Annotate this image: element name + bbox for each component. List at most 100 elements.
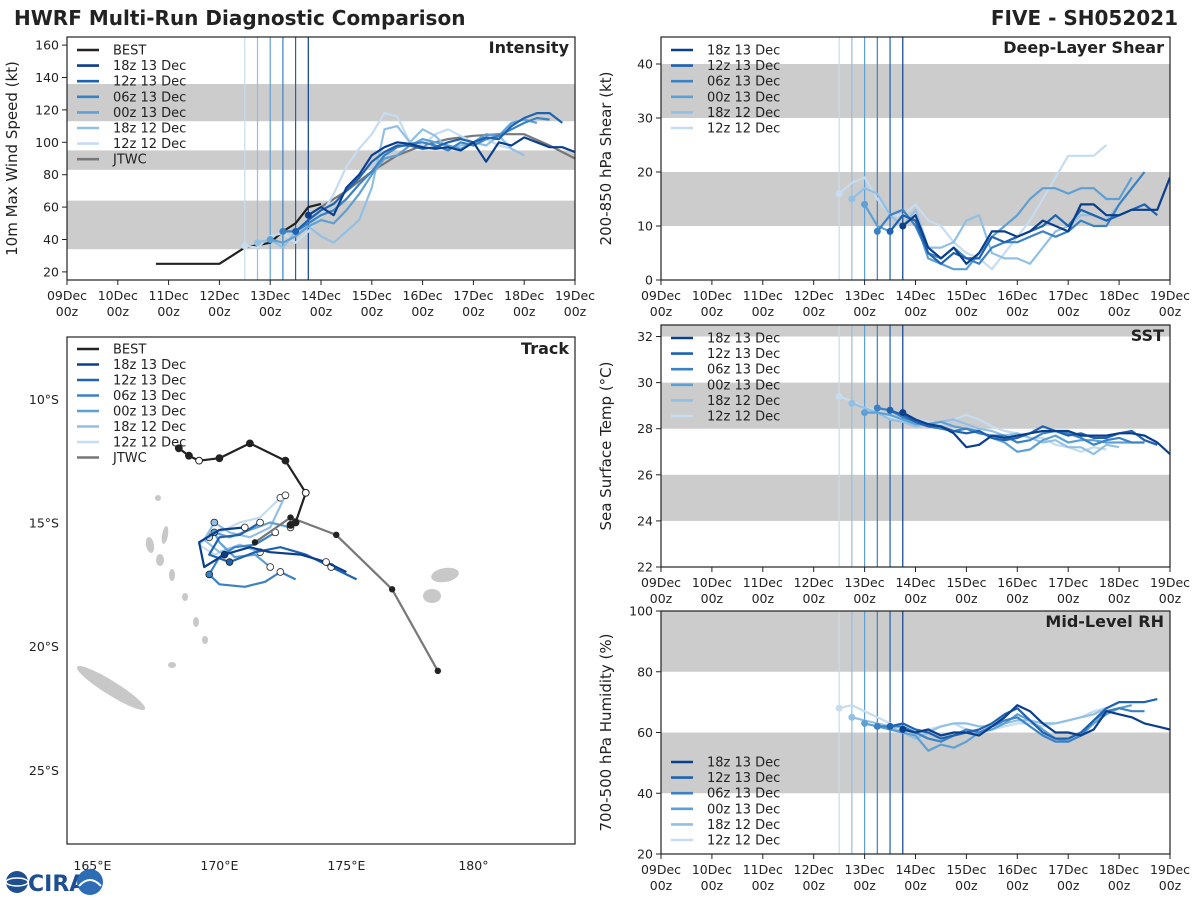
track-point-4 — [281, 491, 290, 500]
sst-xtick-day: 18Dec — [1099, 575, 1139, 590]
track-best-point — [281, 456, 290, 465]
rh-xtick-hour: 00z — [904, 878, 927, 893]
intensity-series-3 — [269, 118, 538, 244]
rh-legend-label: 06z 13 Dec — [707, 787, 780, 802]
rh-legend-label: 18z 12 Dec — [707, 818, 780, 833]
rh-init-point-3 — [861, 719, 869, 727]
rh-init-point-2 — [873, 722, 881, 730]
intensity-xtick-hour: 00z — [411, 304, 434, 319]
track-point-1 — [256, 518, 264, 527]
track-best-point — [215, 454, 224, 463]
track-legend-label: 12z 13 Dec — [113, 374, 186, 389]
rh-series-1 — [889, 698, 1158, 740]
land-vanuatu-6 — [193, 617, 199, 627]
intensity-xtick-hour: 00z — [361, 304, 384, 319]
shear-legend-label: 00z 13 Dec — [707, 90, 780, 105]
intensity-legend-label: 00z 13 Dec — [113, 106, 186, 121]
track-xtick-label: 170°E — [200, 858, 238, 873]
sst-ytick-label: 28 — [637, 421, 653, 436]
sst-legend-label: 18z 12 Dec — [707, 394, 780, 409]
intensity-init-point-5 — [241, 242, 249, 250]
track-point-2 — [276, 568, 285, 576]
cira-logo: CIRA — [5, 869, 103, 897]
rh-xtick-day: 15Dec — [946, 862, 986, 877]
rh-panel: 2040608010009Dec00z10Dec00z11Dec00z12Dec… — [597, 604, 1190, 894]
sst-panel-title: SST — [1131, 326, 1164, 345]
shear-xtick-day: 16Dec — [997, 288, 1037, 303]
intensity-xtick-day: 17Dec — [453, 288, 493, 303]
intensity-legend-label: 12z 12 Dec — [113, 137, 186, 152]
land-vanuatu-3 — [156, 554, 164, 566]
shear-ytick-label: 0 — [645, 273, 653, 288]
intensity-xtick-hour: 00z — [513, 304, 536, 319]
intensity-init-point-0 — [304, 211, 312, 219]
sst-legend-label: 00z 13 Dec — [707, 378, 780, 393]
sst-ylabel: Sea Surface Temp (°C) — [597, 361, 615, 530]
shear-series-4 — [851, 187, 1120, 265]
intensity-xtick-day: 19Dec — [555, 288, 595, 303]
shear-series-0 — [902, 176, 1170, 265]
rh-ytick-label: 40 — [637, 786, 653, 801]
shear-legend-label: 12z 13 Dec — [707, 59, 780, 74]
sst-xtick-day: 11Dec — [743, 575, 783, 590]
storm-id: FIVE - SH052021 — [991, 6, 1178, 30]
sst-legend-label: 06z 13 Dec — [707, 363, 780, 378]
shear-legend-label: 06z 13 Dec — [707, 75, 780, 90]
sst-xtick-day: 13Dec — [845, 575, 885, 590]
sst-legend-label: 12z 12 Dec — [707, 410, 780, 425]
shear-xtick-day: 14Dec — [895, 288, 935, 303]
track-xtick-label: 175°E — [327, 858, 365, 873]
land-fiji-north — [431, 567, 459, 583]
sst-ytick-label: 22 — [637, 560, 653, 575]
sst-xtick-day: 15Dec — [946, 575, 986, 590]
track-legend-label: 00z 13 Dec — [113, 405, 186, 420]
land-loyalty — [168, 662, 176, 668]
shear-init-point-1 — [886, 227, 894, 235]
intensity-jtwc-line — [320, 133, 575, 209]
intensity-band-0 — [67, 200, 575, 250]
track-jtwc-point — [388, 586, 396, 593]
track-point-0 — [241, 523, 249, 532]
land-vanuatu-2 — [145, 537, 155, 553]
track-ytick-label: 20°S — [29, 639, 59, 654]
sst-xtick-day: 17Dec — [1048, 575, 1088, 590]
shear-init-point-5 — [835, 190, 843, 198]
intensity-xtick-hour: 00z — [564, 304, 587, 319]
sst-series-0 — [902, 411, 1170, 455]
rh-xtick-day: 09Dec — [641, 862, 681, 877]
sst-xtick-hour: 00z — [904, 591, 927, 606]
track-point-4 — [210, 518, 219, 527]
sst-xtick-hour: 00z — [1108, 591, 1131, 606]
rh-xtick-day: 14Dec — [895, 862, 935, 877]
sst-legend-label: 12z 13 Dec — [707, 347, 780, 362]
cira-globe-icon — [6, 871, 28, 893]
shear-xtick-hour: 00z — [955, 304, 978, 319]
cira-emblem-icon — [77, 869, 103, 895]
track-point-2 — [205, 570, 214, 579]
rh-band-0 — [661, 732, 1170, 794]
intensity-plot-area — [155, 111, 575, 265]
shear-xtick-hour: 00z — [1159, 304, 1182, 319]
rh-ytick-label: 100 — [629, 604, 653, 619]
rh-xtick-hour: 00z — [853, 878, 876, 893]
intensity-legend-label: 18z 13 Dec — [113, 59, 186, 74]
track-series-2 — [208, 531, 297, 588]
track-jtwc-point — [434, 667, 442, 675]
rh-ytick-label: 20 — [637, 847, 653, 862]
intensity-ytick-label: 120 — [35, 102, 59, 117]
rh-band-1 — [661, 611, 1170, 672]
track-panel-title: Track — [521, 339, 569, 358]
rh-xtick-day: 10Dec — [692, 862, 732, 877]
intensity-xtick-day: 12Dec — [199, 288, 239, 303]
sst-xtick-day: 16Dec — [997, 575, 1037, 590]
rh-legend-label: 18z 13 Dec — [707, 756, 780, 771]
sst-panel: 22242628303209Dec00z10Dec00z11Dec00z12De… — [597, 324, 1190, 606]
rh-xtick-hour: 00z — [701, 878, 724, 893]
intensity-xtick-day: 16Dec — [403, 288, 443, 303]
intensity-band-2 — [67, 83, 575, 122]
sst-series-4 — [851, 402, 1120, 456]
sst-xtick-day: 19Dec — [1150, 575, 1190, 590]
rh-init-point-0 — [899, 725, 907, 733]
rh-xtick-hour: 00z — [1108, 878, 1131, 893]
track-plot-area — [76, 439, 459, 711]
